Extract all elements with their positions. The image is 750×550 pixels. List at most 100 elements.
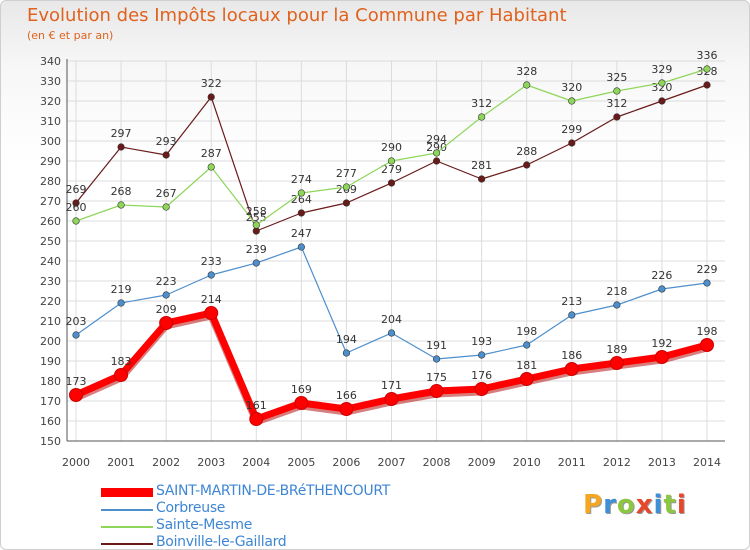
x-tick-label: 2010 <box>513 456 541 469</box>
data-point <box>204 306 219 320</box>
data-point <box>117 143 125 151</box>
x-tick-label: 2007 <box>378 456 406 469</box>
data-label: 239 <box>246 243 267 256</box>
data-point <box>297 189 305 197</box>
data-label: 294 <box>426 133 447 146</box>
data-point <box>387 179 396 187</box>
logo-letter: i <box>653 490 664 520</box>
y-tick-label: 310 <box>40 115 61 128</box>
data-label: 161 <box>246 399 267 412</box>
data-point <box>700 338 714 352</box>
y-tick-label: 260 <box>40 215 61 228</box>
data-label: 322 <box>201 77 222 90</box>
y-tick-label: 290 <box>40 155 61 168</box>
data-label: 198 <box>516 325 537 338</box>
x-tick-label: 2004 <box>242 456 270 469</box>
data-point <box>339 402 354 416</box>
data-label: 258 <box>246 205 267 218</box>
data-point <box>568 97 576 105</box>
data-point <box>252 259 260 267</box>
y-tick-label: 330 <box>40 75 61 88</box>
data-point <box>432 157 441 165</box>
y-tick-label: 230 <box>40 275 61 288</box>
data-label: 175 <box>426 371 447 384</box>
data-label: 213 <box>561 295 582 308</box>
data-point <box>609 356 624 370</box>
data-label: 293 <box>156 135 177 148</box>
data-point <box>658 285 666 293</box>
y-tick-label: 270 <box>40 195 61 208</box>
data-point <box>703 81 711 89</box>
data-label: 299 <box>561 123 582 136</box>
legend-label: Boinville-le-Gaillard <box>156 534 287 550</box>
chart-title: Evolution des Impôts locaux pour la Comm… <box>27 5 567 26</box>
data-point <box>523 341 531 349</box>
legend-swatch <box>101 488 153 497</box>
data-label: 171 <box>381 379 402 392</box>
data-point <box>294 396 309 410</box>
data-label: 279 <box>381 163 402 176</box>
data-label: 166 <box>336 389 357 402</box>
y-tick-label: 200 <box>40 335 61 348</box>
data-point <box>114 368 129 382</box>
x-tick-label: 2008 <box>423 456 451 469</box>
logo-letter: i <box>676 490 687 520</box>
y-tick-label: 220 <box>40 295 61 308</box>
data-point <box>429 384 444 398</box>
legend-swatch <box>101 543 153 545</box>
data-point <box>342 199 351 207</box>
data-label: 269 <box>66 183 87 196</box>
x-tick-label: 2000 <box>62 456 90 469</box>
x-tick-label: 2012 <box>603 456 631 469</box>
y-tick-label: 170 <box>40 395 61 408</box>
data-point <box>252 221 260 229</box>
y-tick-label: 320 <box>40 95 61 108</box>
data-point <box>207 163 215 171</box>
legend-label: SAINT-MARTIN-DE-BRéTHENCOURT <box>156 483 391 499</box>
x-tick-label: 2003 <box>197 456 225 469</box>
data-label: 218 <box>606 285 627 298</box>
data-point <box>207 271 215 279</box>
x-tick-label: 2011 <box>558 456 586 469</box>
legend-label: Sainte-Mesme <box>156 517 253 533</box>
data-point <box>568 139 576 147</box>
data-label: 233 <box>201 255 222 268</box>
y-tick-label: 210 <box>40 315 61 328</box>
data-point <box>297 243 305 251</box>
y-tick-label: 160 <box>40 415 61 428</box>
y-tick-label: 180 <box>40 375 61 388</box>
chart-subtitle: (en € et par an) <box>27 29 114 42</box>
data-label: 329 <box>651 63 672 76</box>
legend-swatch <box>101 509 153 511</box>
data-label: 204 <box>381 313 402 326</box>
data-label: 320 <box>561 81 582 94</box>
data-point <box>564 362 579 376</box>
data-point <box>523 161 531 169</box>
data-point <box>478 175 486 183</box>
y-tick-label: 340 <box>40 55 61 68</box>
y-tick-label: 300 <box>40 135 61 148</box>
data-label: 189 <box>606 343 627 356</box>
data-label: 325 <box>606 71 627 84</box>
data-label: 336 <box>697 49 718 62</box>
data-label: 194 <box>336 333 357 346</box>
data-label: 183 <box>111 355 132 368</box>
data-point <box>72 199 80 207</box>
logo-letter: t <box>663 490 677 520</box>
y-tick-label: 150 <box>40 435 61 448</box>
data-point <box>249 412 264 426</box>
data-label: 173 <box>66 375 87 388</box>
data-label: 328 <box>516 65 537 78</box>
legend-label: Corbreuse <box>156 500 226 516</box>
data-label: 290 <box>381 141 402 154</box>
data-point <box>72 331 80 339</box>
data-point <box>252 227 260 235</box>
data-label: 192 <box>651 337 672 350</box>
data-point <box>432 355 441 363</box>
data-point <box>162 203 170 211</box>
data-point <box>613 301 621 309</box>
data-point <box>387 157 396 165</box>
data-point <box>117 201 125 209</box>
